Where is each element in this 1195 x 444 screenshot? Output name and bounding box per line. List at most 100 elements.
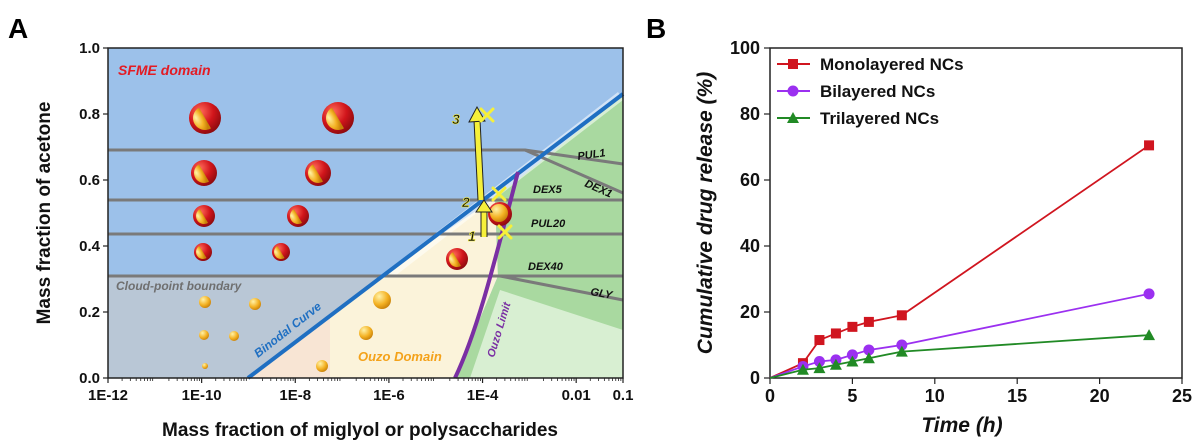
x-tick-label: 0.01 — [562, 387, 591, 404]
polymer-lines — [108, 148, 624, 302]
y-tick-label: 0.4 — [79, 238, 101, 255]
x-tick-label: 15 — [1007, 386, 1027, 406]
polymer-label-pul20: PUL20 — [531, 218, 566, 230]
legend-label-monolayered: Monolayered NCs — [820, 55, 964, 74]
y-tick-label: 80 — [740, 104, 760, 124]
x-tick-label: 1E-10 — [182, 387, 222, 404]
panel-b-frame — [769, 47, 1183, 379]
arrows: 3 2 1 — [452, 105, 513, 244]
legend-marker-trilayered — [787, 112, 799, 123]
panel-a-y-axis-title: Mass fraction of acetone — [34, 102, 55, 325]
legend-label-bilayered: Bilayered NCs — [820, 82, 935, 101]
data-point-bilayered — [896, 339, 908, 351]
data-point-trilayered — [813, 362, 826, 374]
series-line-monolayered — [769, 144, 1150, 379]
ouzo-droplet — [202, 363, 208, 369]
legend-marker-monolayered — [788, 59, 798, 69]
y-tick-label: 1.0 — [79, 40, 100, 57]
data-point-trilayered — [862, 352, 875, 364]
arrow-label-2: 2 — [461, 194, 470, 210]
droplet — [305, 160, 331, 186]
polymer-label-dex40: DEX40 — [528, 261, 564, 273]
ouzo-limit-curve — [453, 171, 520, 379]
droplets — [189, 102, 512, 372]
legend-marker-bilayered — [787, 85, 799, 97]
panel-b-y-axis-title: Cumulative drug release (%) — [694, 72, 717, 354]
y-tick-label: 0.2 — [79, 304, 100, 321]
x-tick-label: 0 — [765, 386, 775, 406]
x-tick-label: 1E-12 — [88, 387, 128, 404]
legend-label-trilayered: Trilayered NCs — [820, 109, 939, 128]
droplet — [322, 102, 354, 134]
sfme-domain-label: SFME domain — [118, 62, 211, 78]
droplet — [194, 243, 212, 261]
data-point-trilayered — [846, 355, 859, 367]
droplet — [193, 205, 215, 227]
y-tick-label: 0 — [750, 368, 760, 388]
y-tick-label: 60 — [740, 170, 760, 190]
y-tick-label: 20 — [740, 302, 760, 322]
ouzo-droplet — [373, 291, 391, 309]
polymer-label-gly: GLY — [589, 286, 614, 302]
droplet — [191, 160, 217, 186]
panel-a-ticks: 1E-12 1E-10 1E-8 1E-6 1E-4 0.01 0.1 0.0 0.2 0.4 0.… — [79, 40, 633, 404]
ouzo-droplet — [199, 330, 209, 340]
panel-b-label: B — [646, 13, 666, 44]
data-point-monolayered — [847, 321, 858, 332]
data-point-bilayered — [846, 349, 858, 361]
arrow-label-1: 1 — [468, 228, 476, 244]
data-point-monolayered — [863, 316, 874, 327]
panel-a-frame — [107, 47, 624, 379]
panel-a-x-axis-title: Mass fraction of miglyol or polysacchari… — [162, 420, 558, 441]
cloud-point-label: Cloud-point boundary — [116, 279, 243, 293]
x-tick-label: 10 — [925, 386, 945, 406]
data-point-trilayered — [796, 363, 809, 375]
panel-a-phase-diagram: 3 2 1 SFME domain Cloud-point boundary B… — [34, 40, 633, 441]
arrow-label-3: 3 — [452, 111, 460, 127]
cloud-point-region — [108, 276, 380, 378]
polymer-label-pul1: PUL1 — [577, 147, 607, 163]
panel-b-ticks: 0 5 10 15 20 25 0 20 40 60 80 100 — [730, 38, 1192, 406]
series-line-bilayered — [769, 292, 1150, 379]
droplet — [488, 202, 512, 226]
x-tick-label: 1E-4 — [467, 387, 499, 404]
x-tick-label: 1E-6 — [373, 387, 405, 404]
x-tick-label: 20 — [1090, 386, 1110, 406]
panel-b-line-chart: 0 5 10 15 20 25 0 20 40 60 80 100 Monolayered NCs Bi… — [694, 38, 1192, 437]
x-tick-label: 25 — [1172, 386, 1192, 406]
polymer-label-dex5: DEX5 — [533, 184, 563, 196]
panel-b-x-axis-title: Time (h) — [921, 414, 1002, 437]
y-tick-label: 0.0 — [79, 370, 100, 387]
droplet — [272, 243, 290, 261]
data-point-trilayered — [1143, 329, 1156, 341]
ouzo-droplet — [199, 296, 211, 308]
data-point-bilayered — [863, 344, 875, 356]
droplet — [287, 205, 309, 227]
x-tick-label: 1E-8 — [279, 387, 311, 404]
y-tick-label: 100 — [730, 38, 760, 58]
panel-a-label: A — [8, 13, 28, 44]
x-tick-label: 5 — [847, 386, 857, 406]
y-tick-label: 40 — [740, 236, 760, 256]
ouzo-droplet — [249, 298, 261, 310]
data-point-trilayered — [895, 345, 908, 357]
data-point-bilayered — [813, 356, 825, 367]
data-point-bilayered — [1143, 288, 1155, 300]
series-line-trilayered — [769, 334, 1150, 379]
ouzo-droplet — [316, 360, 328, 372]
droplet — [189, 102, 221, 134]
droplet — [446, 248, 468, 270]
data-point-monolayered — [814, 335, 825, 346]
legend: Monolayered NCs Bilayered NCs Trilayered N… — [777, 55, 964, 128]
binodal-curve — [246, 92, 625, 380]
x-tick-label: 0.1 — [613, 387, 634, 404]
data-point-monolayered — [896, 310, 907, 321]
panel-b-series — [769, 140, 1156, 379]
ouzo-droplet — [359, 326, 373, 340]
data-point-monolayered — [830, 328, 841, 339]
data-point-monolayered — [1144, 140, 1155, 151]
data-point-trilayered — [829, 358, 842, 370]
y-tick-label: 0.8 — [79, 106, 100, 123]
ouzo-domain-label: Ouzo Domain — [358, 349, 442, 364]
